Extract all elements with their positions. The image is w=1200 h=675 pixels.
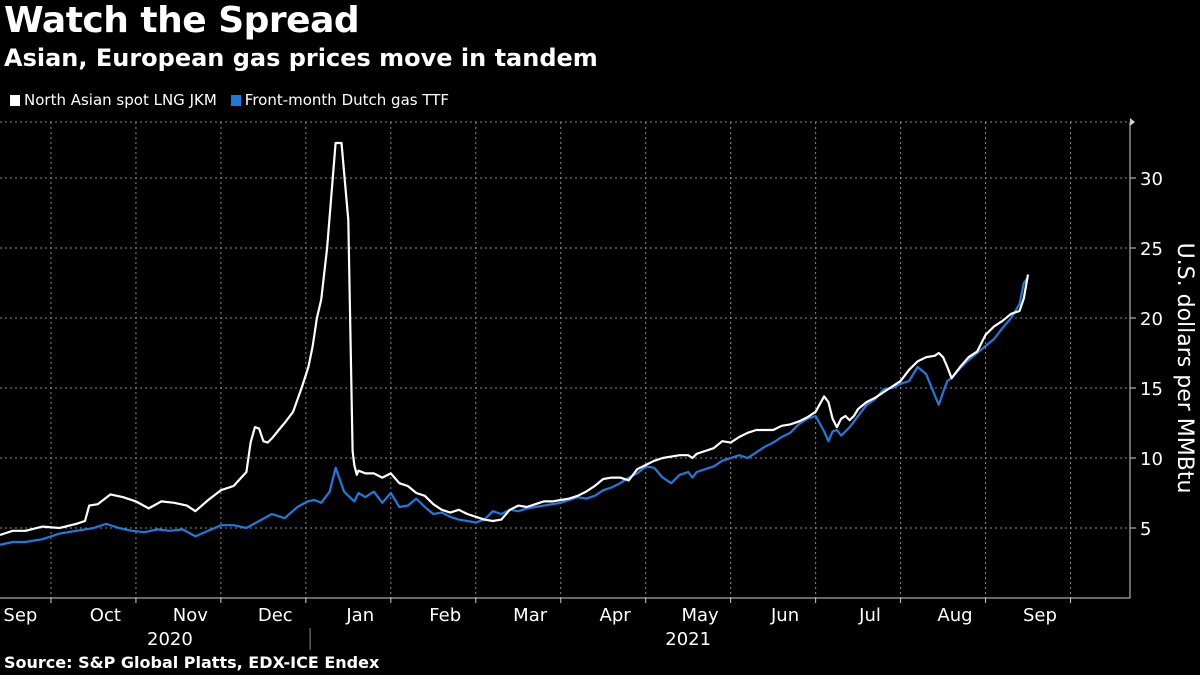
legend-swatch-jkm [10, 94, 20, 106]
legend-swatch-ttf [230, 94, 241, 106]
x-year-label: 2020 [147, 629, 193, 650]
legend-label-ttf: Front-month Dutch gas TTF [244, 91, 450, 109]
x-tick-label: Nov [173, 605, 208, 626]
legend: North Asian spot LNG JKM Front-month Dut… [10, 91, 463, 109]
x-tick-label: Feb [429, 605, 461, 626]
source-note: Source: S&P Global Platts, EDX-ICE Endex [4, 653, 380, 672]
x-axis: Sep Oct Nov Dec Jan Feb Mar Apr May Jun Jul Aug Sep 2… [0, 597, 1130, 650]
x-tick-label: Aug [937, 605, 972, 626]
y-tick-label: 10 [1140, 449, 1163, 470]
x-tick-label: Dec [258, 605, 293, 626]
series-line-jkm [0, 141, 1030, 537]
legend-item-jkm: North Asian spot LNG JKM [10, 91, 217, 109]
x-tick-label: Jan [345, 605, 374, 626]
y-tick-label: 25 [1140, 239, 1163, 260]
legend-item-ttf: Front-month Dutch gas TTF [230, 91, 450, 109]
grid-lines [0, 121, 1130, 598]
x-year-label: 2021 [665, 629, 711, 650]
y-axis: 5 10 15 20 25 30 [1129, 118, 1163, 598]
chart-title: Watch the Spread [4, 0, 360, 41]
x-tick-label: Jun [770, 605, 799, 626]
x-tick-label: Apr [600, 605, 632, 626]
legend-label-jkm: North Asian spot LNG JKM [24, 91, 217, 109]
y-tick-label: 30 [1140, 169, 1163, 190]
series-line-ttf [0, 276, 1029, 546]
x-tick-label: Jul [858, 605, 881, 626]
y-tick-label: 5 [1140, 519, 1151, 540]
x-tick-label: Mar [513, 605, 548, 626]
y-axis-arrow [1130, 118, 1135, 126]
x-tick-label: Sep [1023, 605, 1057, 626]
chart-subtitle: Asian, European gas prices move in tande… [4, 44, 598, 72]
x-tick-label: Sep [3, 605, 37, 626]
x-tick-label: Oct [90, 605, 121, 626]
x-tick-label: May [681, 605, 719, 626]
y-tick-label: 15 [1140, 379, 1163, 400]
y-axis-label: U.S. dollars per MMBtu [1172, 243, 1197, 494]
series-lines [0, 141, 1030, 546]
y-tick-label: 20 [1140, 309, 1163, 330]
